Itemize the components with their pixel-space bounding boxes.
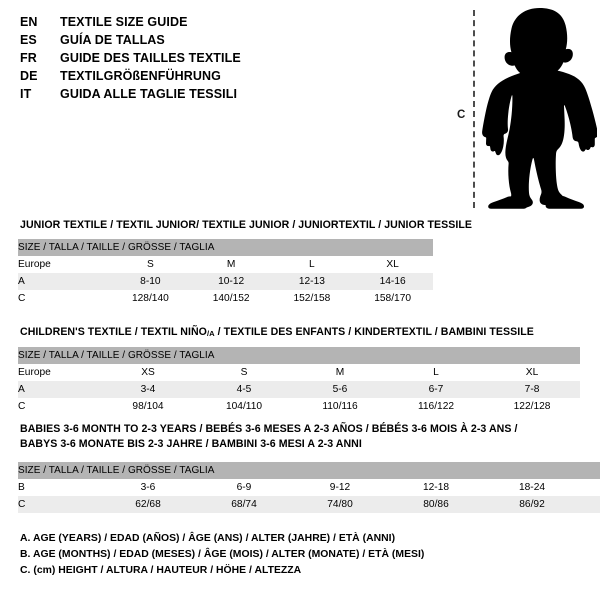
children-heading-post: / TEXTILE DES ENFANTS / KINDERTEXTIL / B… (214, 326, 534, 338)
cell: 4-5 (196, 381, 292, 398)
children-section-heading: CHILDREN'S TEXTILE / TEXTIL NIÑO/A / TEX… (20, 325, 534, 341)
cell: 3-6 (100, 479, 196, 496)
language-title-es: GUÍA DE TALLAS (60, 33, 165, 47)
language-title-fr: GUIDE DES TAILLES TEXTILE (60, 51, 241, 65)
cell: M (190, 256, 272, 273)
table-row: C 62/68 68/74 74/80 80/86 86/92 92/98 (18, 496, 600, 513)
row-label: Europe (18, 364, 100, 381)
cell: 116/122 (388, 398, 484, 415)
cell: 5-6 (292, 381, 388, 398)
language-row-es: ES GUÍA DE TALLAS (20, 31, 420, 49)
cell: 7-8 (484, 381, 581, 398)
height-dashed-line (473, 10, 475, 208)
cell: 9-12 (292, 479, 388, 496)
cell: 10-12 (190, 273, 272, 290)
toddler-silhouette-icon (482, 8, 597, 209)
row-label: A (18, 381, 100, 398)
table-row: B 3-6 6-9 9-12 12-18 18-24 24-36 (18, 479, 600, 496)
junior-section-heading: JUNIOR TEXTILE / TEXTIL JUNIOR/ TEXTILE … (20, 219, 473, 231)
row-label: B (18, 479, 100, 496)
cell: L (271, 256, 353, 273)
language-row-it: IT GUIDA ALLE TAGLIE TESSILI (20, 85, 420, 103)
row-label: C (18, 496, 100, 513)
row-label: Europe (18, 256, 110, 273)
legend-line-b: B. AGE (MONTHS) / EDAD (MESES) / ÂGE (MO… (20, 549, 425, 560)
language-code-fr: FR (20, 51, 37, 65)
language-code-de: DE (20, 69, 38, 83)
cell: 12-13 (271, 273, 353, 290)
children-size-header: SIZE / TALLA / TAILLE / GRÖSSE / TAGLIA (18, 347, 581, 364)
language-code-it: IT (20, 87, 32, 101)
row-label: C (18, 290, 110, 307)
children-heading-pre: CHILDREN'S TEXTILE / TEXTIL NIÑO (20, 326, 207, 338)
table-row: Europe S M L XL (18, 256, 433, 273)
legend-line-a: A. AGE (YEARS) / EDAD (AÑOS) / ÂGE (ANS)… (20, 533, 396, 544)
table-row: C 128/140 140/152 152/158 158/170 (18, 290, 433, 307)
junior-size-header: SIZE / TALLA / TAILLE / GRÖSSE / TAGLIA (18, 239, 433, 256)
table-row: SIZE / TALLA / TAILLE / GRÖSSE / TAGLIA (18, 347, 581, 364)
height-label-c: C (457, 109, 466, 121)
language-code-en: EN (20, 15, 38, 29)
babies-section-heading-line2: BABYS 3-6 MONATE BIS 2-3 JAHRE / BAMBINI… (20, 438, 362, 450)
cell: 122/128 (484, 398, 581, 415)
language-title-it: GUIDA ALLE TAGLIE TESSILI (60, 87, 238, 101)
children-heading-sub: /A (206, 328, 215, 338)
cell: 140/152 (190, 290, 272, 307)
cell: XL (352, 256, 433, 273)
children-size-table: SIZE / TALLA / TAILLE / GRÖSSE / TAGLIA … (18, 347, 581, 415)
cell: 80/86 (388, 496, 484, 513)
table-row: SIZE / TALLA / TAILLE / GRÖSSE / TAGLIA (18, 462, 600, 479)
cell: 24-36 (580, 479, 600, 496)
cell: 18-24 (484, 479, 580, 496)
cell: 12-18 (388, 479, 484, 496)
cell: 152/158 (271, 290, 353, 307)
table-row: SIZE / TALLA / TAILLE / GRÖSSE / TAGLIA (18, 239, 433, 256)
language-title-de: TEXTILGRÖßENFÜHRUNG (60, 69, 221, 83)
language-row-en: EN TEXTILE SIZE GUIDE (20, 13, 420, 31)
language-row-de: DE TEXTILGRÖßENFÜHRUNG (20, 67, 420, 85)
cell: 104/110 (196, 398, 292, 415)
cell: M (292, 364, 388, 381)
language-row-fr: FR GUIDE DES TAILLES TEXTILE (20, 49, 420, 67)
cell: 62/68 (100, 496, 196, 513)
legend: A. AGE (YEARS) / EDAD (AÑOS) / ÂGE (ANS)… (20, 531, 450, 579)
table-row: A 8-10 10-12 12-13 14-16 (18, 273, 433, 290)
height-illustration: C (440, 4, 598, 212)
cell: 74/80 (292, 496, 388, 513)
row-label: C (18, 398, 100, 415)
babies-section-heading-line1: BABIES 3-6 MONTH TO 2-3 YEARS / BEBÉS 3-… (20, 423, 518, 435)
cell: 98/104 (100, 398, 196, 415)
cell: 92/98 (580, 496, 600, 513)
cell: XS (100, 364, 196, 381)
babies-size-table: SIZE / TALLA / TAILLE / GRÖSSE / TAGLIA … (18, 462, 600, 513)
table-row: Europe XS S M L XL (18, 364, 581, 381)
cell: L (388, 364, 484, 381)
cell: 128/140 (110, 290, 191, 307)
language-title-block: EN TEXTILE SIZE GUIDE ES GUÍA DE TALLAS … (20, 13, 420, 103)
cell: 110/116 (292, 398, 388, 415)
cell: 3-4 (100, 381, 196, 398)
cell: S (196, 364, 292, 381)
cell: 68/74 (196, 496, 292, 513)
language-title-en: TEXTILE SIZE GUIDE (60, 15, 188, 29)
cell: 86/92 (484, 496, 580, 513)
table-row: A 3-4 4-5 5-6 6-7 7-8 (18, 381, 581, 398)
cell: 8-10 (110, 273, 191, 290)
row-label: A (18, 273, 110, 290)
cell: 158/170 (352, 290, 433, 307)
junior-size-table: SIZE / TALLA / TAILLE / GRÖSSE / TAGLIA … (18, 239, 433, 307)
language-code-es: ES (20, 33, 37, 47)
cell: 6-7 (388, 381, 484, 398)
legend-line-c: C. (cm) HEIGHT / ALTURA / HAUTEUR / HÖHE… (20, 565, 302, 576)
babies-size-header: SIZE / TALLA / TAILLE / GRÖSSE / TAGLIA (18, 462, 600, 479)
cell: 14-16 (352, 273, 433, 290)
cell: 6-9 (196, 479, 292, 496)
cell: S (110, 256, 191, 273)
table-row: C 98/104 104/110 110/116 116/122 122/128 (18, 398, 581, 415)
cell: XL (484, 364, 581, 381)
